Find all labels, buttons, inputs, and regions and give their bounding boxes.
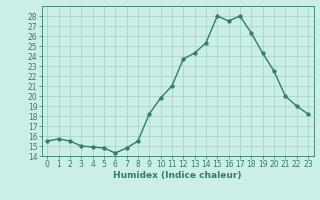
- X-axis label: Humidex (Indice chaleur): Humidex (Indice chaleur): [113, 171, 242, 180]
